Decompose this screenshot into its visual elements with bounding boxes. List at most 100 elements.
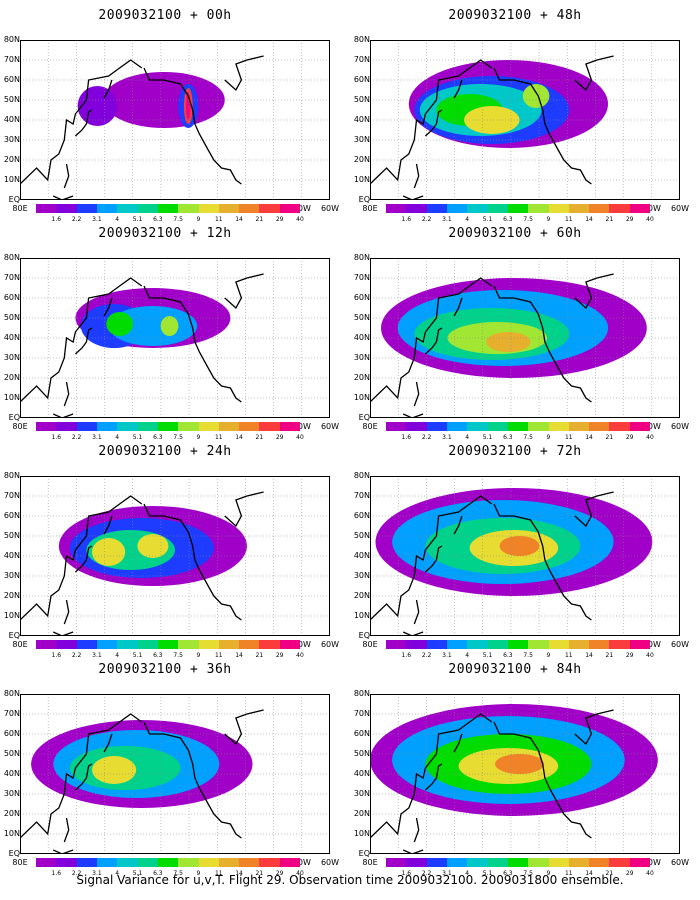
lat-tick-label: 80N [353, 253, 370, 262]
lon-tick-label: 80E [362, 640, 378, 649]
colorbar [386, 640, 651, 649]
lat-tick-label: 80N [3, 253, 20, 262]
colorbar-label: 11 [564, 434, 573, 441]
colorbar-label: 6.3 [153, 870, 163, 877]
colorbar-label: 40 [646, 870, 654, 877]
colorbar-label: 3.1 [442, 216, 452, 223]
colorbar-swatch [467, 640, 488, 649]
colorbar-label: 21 [255, 434, 264, 441]
colorbar-swatch [178, 204, 199, 213]
colorbar-label: 7.5 [523, 216, 533, 223]
colorbar-label: 4 [465, 434, 470, 441]
colorbar-swatch [568, 640, 590, 649]
colorbar-label: 2.2 [71, 652, 82, 659]
lat-tick-label: 70N [353, 55, 370, 64]
coastline [574, 273, 614, 310]
colorbar-label: 7.5 [173, 652, 183, 659]
forecast-panel: 2009032100 + 48h 80N 70N 60N 50N 40N 30N 20N 10N… [350, 8, 689, 223]
colorbar-label: 2.2 [71, 434, 82, 441]
colorbar-label: 5.1 [132, 216, 143, 223]
lat-tick-label: 20N [353, 591, 370, 600]
lon-tick-label: 80E [12, 858, 28, 867]
colorbar-swatch [487, 422, 508, 431]
colorbar [386, 422, 651, 431]
colorbar-label: 29 [275, 652, 284, 659]
panel-title: 2009032100 + 36h [98, 662, 232, 677]
colorbar-swatch [76, 640, 97, 649]
colorbar-swatch [56, 640, 77, 649]
coastline [103, 79, 113, 99]
lat-tick-label: 80N [3, 35, 20, 44]
colorbar-swatch [279, 858, 301, 867]
colorbar-label: 1.6 [401, 434, 412, 441]
colorbar-label: 29 [275, 870, 284, 877]
colorbar-label: 29 [275, 216, 284, 223]
colorbar-label: 40 [646, 434, 654, 441]
variance-contour [495, 754, 544, 774]
coastline [493, 67, 592, 185]
colorbar-swatch [76, 858, 97, 867]
colorbar-swatch [629, 858, 651, 867]
colorbar-label: 9 [546, 870, 551, 877]
colorbar-swatch [548, 422, 569, 431]
lon-tick-label: 80E [12, 640, 28, 649]
colorbar-swatch [507, 858, 529, 867]
colorbar-label: 21 [255, 216, 264, 223]
colorbar-swatch [487, 640, 508, 649]
panel-title: 2009032100 + 24h [98, 444, 232, 459]
lat-tick-label: 60N [353, 75, 370, 84]
coastline [74, 109, 93, 137]
colorbar-swatch [259, 858, 280, 867]
colorbar-labels: 1.6 2.2 3.1 4 5.1 6.3 7.5 9 11 14 21 29 40 [36, 870, 304, 878]
colorbar-label: 4 [465, 870, 470, 877]
colorbar-label: 4 [115, 216, 120, 223]
coastline [424, 545, 443, 573]
colorbar-swatch [198, 422, 219, 431]
colorbar-label: 6.3 [153, 652, 163, 659]
colorbar-label: 7.5 [173, 434, 183, 441]
lon-tick-label: 80E [362, 858, 378, 867]
map-area: 80N70N60N50N40N30N20N10NEQ80E100E120E140… [354, 254, 689, 432]
colorbar-swatch [446, 204, 468, 213]
coastline [424, 109, 443, 137]
map-area: 80N70N60N50N40N30N20N10NEQ80E100E120E140… [4, 690, 339, 868]
colorbar-swatch [96, 422, 118, 431]
map-frame [370, 258, 680, 418]
coastline [52, 195, 74, 200]
coastline [424, 763, 443, 791]
colorbar-label: 2.2 [421, 870, 432, 877]
coastline [20, 713, 143, 839]
colorbar-swatch [406, 640, 427, 649]
colorbar-swatch [406, 858, 427, 867]
forecast-panel: 2009032100 + 12h 80N 70N 60N 50N 40N 30N 20N 10N… [0, 226, 339, 441]
coastline [74, 763, 93, 791]
lon-tick-label: 80W [292, 858, 311, 867]
lat-tick-label: 40N [353, 333, 370, 342]
lat-tick-label: 20N [353, 809, 370, 818]
lat-tick-label: 60N [3, 75, 20, 84]
colorbar-swatch [568, 858, 590, 867]
variance-contour [464, 106, 520, 134]
colorbar-label: 9 [196, 216, 201, 223]
colorbar-label: 11 [564, 216, 573, 223]
lon-tick-label: 80E [12, 204, 28, 213]
colorbar-label: 11 [564, 870, 573, 877]
lon-tick-label: 80W [292, 422, 311, 431]
colorbar-label: 5.1 [482, 216, 493, 223]
coastline [574, 55, 614, 92]
colorbar-swatch [157, 640, 179, 649]
coastline [74, 327, 93, 355]
variance-contour [92, 538, 126, 566]
lat-tick-label: 30N [3, 789, 20, 798]
colorbar-swatch [568, 422, 590, 431]
colorbar-swatch [239, 640, 260, 649]
lat-tick-label: 60N [3, 729, 20, 738]
colorbar-swatch [528, 858, 549, 867]
coastline [224, 709, 264, 746]
lat-tick-label: 20N [3, 373, 20, 382]
colorbar-label: 21 [605, 216, 614, 223]
lat-tick-label: 10N [3, 611, 20, 620]
colorbar-swatch [117, 204, 138, 213]
colorbar-label: 1.6 [51, 216, 62, 223]
lat-tick-label: 60N [353, 729, 370, 738]
